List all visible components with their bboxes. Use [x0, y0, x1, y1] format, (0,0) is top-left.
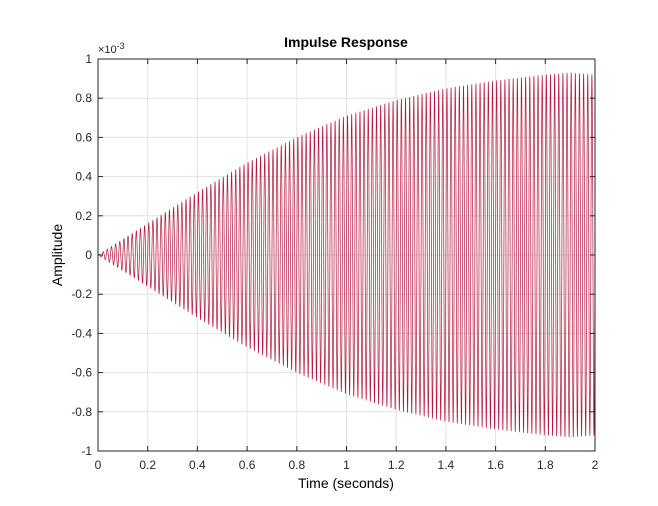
y-tick-label: -0.2: [71, 287, 92, 301]
y-tick-label: -0.8: [71, 405, 92, 419]
y-tick-label: 0.2: [75, 209, 92, 223]
series-line-impulse-response: [98, 72, 595, 438]
y-axis-exponent-base: ×10: [98, 44, 117, 56]
y-tick-label: -1: [81, 444, 92, 458]
y-tick-label: 0: [85, 248, 92, 262]
x-tick-label: 1.2: [388, 458, 405, 472]
x-axis-ticks: 0 0.2 0.4 0.6 0.8 1 1.2 1.4 1.6 1.8 2: [95, 59, 599, 472]
x-tick-label: 0.2: [139, 458, 156, 472]
x-tick-label: 0.6: [239, 458, 256, 472]
x-tick-label: 1.6: [487, 458, 504, 472]
y-axis-label: Amplitude: [49, 224, 65, 286]
x-tick-label: 0.8: [288, 458, 305, 472]
y-tick-label: 0.8: [75, 91, 92, 105]
x-tick-label: 1: [343, 458, 350, 472]
x-tick-label: 1.8: [537, 458, 554, 472]
y-tick-label: 0.6: [75, 130, 92, 144]
y-axis-ticks: -1 -0.8 -0.6 -0.4 -0.2 0 0.2 0.4 0.6 0.8 1: [71, 52, 595, 458]
x-tick-label: 2: [592, 458, 599, 472]
y-axis-exponent-power: -3: [117, 41, 125, 51]
y-tick-label: 0.4: [75, 170, 92, 184]
x-tick-label: 0: [95, 458, 102, 472]
x-tick-label: 1.4: [438, 458, 455, 472]
y-tick-label: -0.4: [71, 326, 92, 340]
y-tick-label: -0.6: [71, 366, 92, 380]
x-tick-label: 0.4: [189, 458, 206, 472]
y-axis-exponent: ×10-3: [98, 41, 125, 56]
x-axis-label: Time (seconds): [298, 475, 394, 491]
chart-title: Impulse Response: [284, 34, 408, 50]
y-tick-label: 1: [85, 52, 92, 66]
